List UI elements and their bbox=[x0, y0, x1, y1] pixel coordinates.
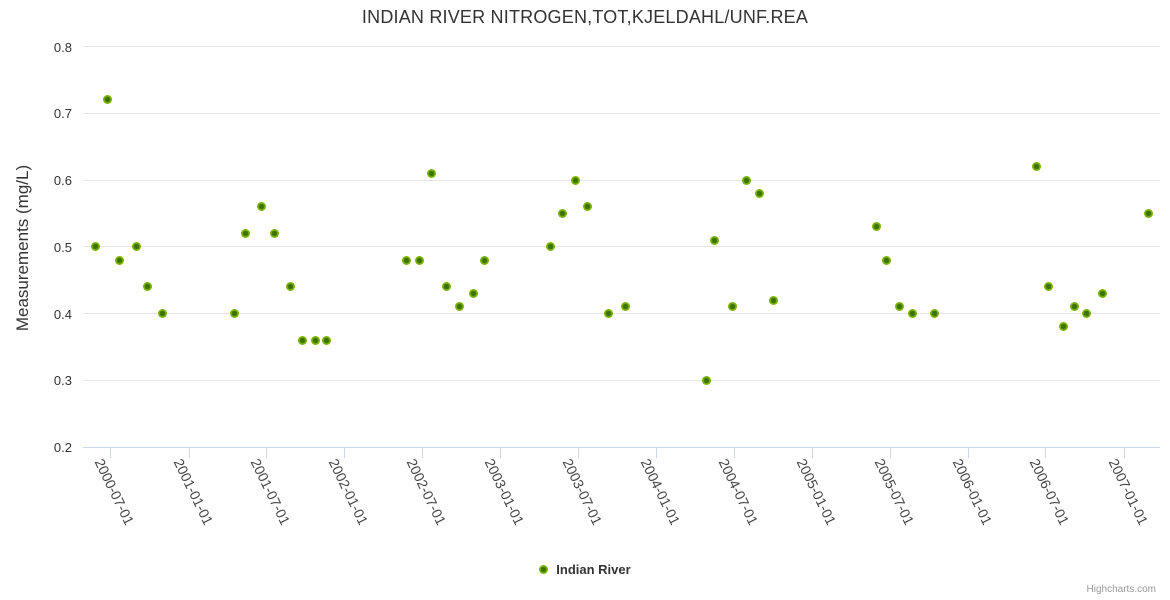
data-point[interactable] bbox=[90, 242, 100, 252]
data-point[interactable] bbox=[1031, 162, 1041, 172]
data-point[interactable] bbox=[872, 222, 882, 232]
data-point[interactable] bbox=[402, 255, 412, 265]
legend-item-indian-river[interactable]: Indian River bbox=[539, 562, 631, 577]
data-point[interactable] bbox=[469, 288, 479, 298]
x-axis-line bbox=[83, 447, 1160, 448]
x-axis-tick bbox=[1045, 448, 1047, 458]
x-axis-tick bbox=[344, 448, 346, 458]
data-point[interactable] bbox=[558, 208, 568, 218]
x-axis-tick-label: 2003-07-01 bbox=[559, 456, 605, 528]
data-point[interactable] bbox=[741, 175, 751, 185]
data-point[interactable] bbox=[240, 228, 250, 238]
x-axis-tick-label: 2006-07-01 bbox=[1027, 456, 1073, 528]
chart-title: INDIAN RIVER NITROGEN,TOT,KJELDAHL/UNF.R… bbox=[361, 7, 809, 27]
data-point[interactable] bbox=[701, 375, 711, 385]
x-axis-tick bbox=[889, 448, 891, 458]
data-point[interactable] bbox=[286, 282, 296, 292]
data-point[interactable] bbox=[454, 302, 464, 312]
grid-line bbox=[83, 246, 1160, 248]
data-point[interactable] bbox=[480, 255, 490, 265]
y-axis-tick-label: 0.7 bbox=[53, 106, 72, 122]
data-point[interactable] bbox=[603, 309, 613, 318]
data-point[interactable] bbox=[441, 282, 451, 292]
data-point[interactable] bbox=[583, 202, 593, 212]
grid-line bbox=[83, 179, 1160, 181]
legend: Indian River bbox=[0, 562, 1170, 577]
data-point[interactable] bbox=[269, 228, 279, 238]
x-axis-tick bbox=[656, 448, 658, 458]
x-axis-tick bbox=[421, 448, 423, 458]
grid-line bbox=[83, 313, 1160, 314]
x-axis-tick-label: 2005-07-01 bbox=[871, 456, 917, 528]
data-point[interactable] bbox=[115, 255, 125, 265]
grid-line bbox=[83, 112, 1160, 114]
x-axis-tick-label: 2007-01-01 bbox=[1105, 456, 1152, 528]
x-axis-tick bbox=[968, 448, 970, 458]
data-point[interactable] bbox=[894, 302, 904, 312]
y-axis-tick-label: 0.6 bbox=[53, 173, 72, 188]
data-point[interactable] bbox=[426, 168, 436, 178]
data-point[interactable] bbox=[1144, 208, 1154, 218]
x-axis-tick-label: 2002-07-01 bbox=[403, 456, 450, 528]
data-point[interactable] bbox=[1097, 288, 1107, 298]
x-axis-tick-label: 2001-07-01 bbox=[247, 456, 294, 528]
data-point[interactable] bbox=[157, 309, 167, 318]
x-axis-tick-label: 2000-07-01 bbox=[91, 456, 138, 528]
data-point[interactable] bbox=[571, 175, 581, 185]
data-point[interactable] bbox=[881, 255, 891, 265]
data-point[interactable] bbox=[131, 242, 141, 252]
credits-link[interactable]: Highcharts.com bbox=[1086, 584, 1156, 595]
legend-marker-icon bbox=[539, 565, 549, 574]
data-point[interactable] bbox=[1058, 322, 1068, 332]
x-axis-tick bbox=[733, 448, 735, 458]
data-point[interactable] bbox=[908, 309, 918, 318]
y-axis-tick-label: 0.2 bbox=[53, 440, 72, 455]
data-point[interactable] bbox=[1043, 282, 1053, 292]
data-point[interactable] bbox=[710, 235, 720, 245]
data-point[interactable] bbox=[728, 302, 738, 312]
data-point[interactable] bbox=[621, 302, 631, 312]
data-point[interactable] bbox=[102, 95, 112, 105]
x-axis-tick bbox=[265, 448, 267, 458]
x-axis-tick-label: 2001-01-01 bbox=[170, 456, 216, 528]
grid-line bbox=[83, 46, 1160, 47]
data-point[interactable] bbox=[1069, 302, 1079, 312]
x-axis-tick bbox=[577, 448, 579, 458]
data-point[interactable] bbox=[546, 242, 556, 252]
y-axis-tick-label: 0.8 bbox=[53, 39, 72, 55]
data-point[interactable] bbox=[322, 335, 332, 345]
legend-label: Indian River bbox=[556, 562, 631, 577]
x-axis-tick-label: 2006-01-01 bbox=[949, 456, 996, 528]
x-axis-tick-label: 2004-01-01 bbox=[637, 456, 684, 528]
data-point[interactable] bbox=[1081, 309, 1091, 318]
x-axis-tick bbox=[1124, 448, 1125, 458]
data-point[interactable] bbox=[229, 309, 239, 318]
grid-line bbox=[83, 379, 1160, 381]
x-axis-tick bbox=[812, 448, 814, 458]
x-axis-tick-label: 2002-01-01 bbox=[326, 456, 372, 528]
data-point[interactable] bbox=[311, 335, 321, 345]
x-axis-tick bbox=[500, 448, 502, 458]
x-axis-tick-label: 2005-01-01 bbox=[793, 456, 840, 528]
y-axis-tick-label: 0.4 bbox=[53, 306, 72, 322]
data-point[interactable] bbox=[256, 202, 266, 212]
y-axis-tick-label: 0.3 bbox=[53, 373, 72, 389]
x-axis-tick-label: 2004-07-01 bbox=[715, 456, 762, 528]
data-point[interactable] bbox=[414, 255, 424, 265]
data-point[interactable] bbox=[143, 282, 153, 292]
data-point[interactable] bbox=[755, 188, 765, 198]
data-point[interactable] bbox=[297, 335, 307, 345]
x-axis-tick bbox=[110, 448, 111, 458]
y-axis-tick-label: 0.5 bbox=[53, 239, 72, 255]
data-point[interactable] bbox=[929, 309, 939, 318]
x-axis-tick bbox=[188, 448, 190, 458]
data-point[interactable] bbox=[769, 295, 779, 305]
x-axis-tick-label: 2003-01-01 bbox=[481, 456, 528, 528]
